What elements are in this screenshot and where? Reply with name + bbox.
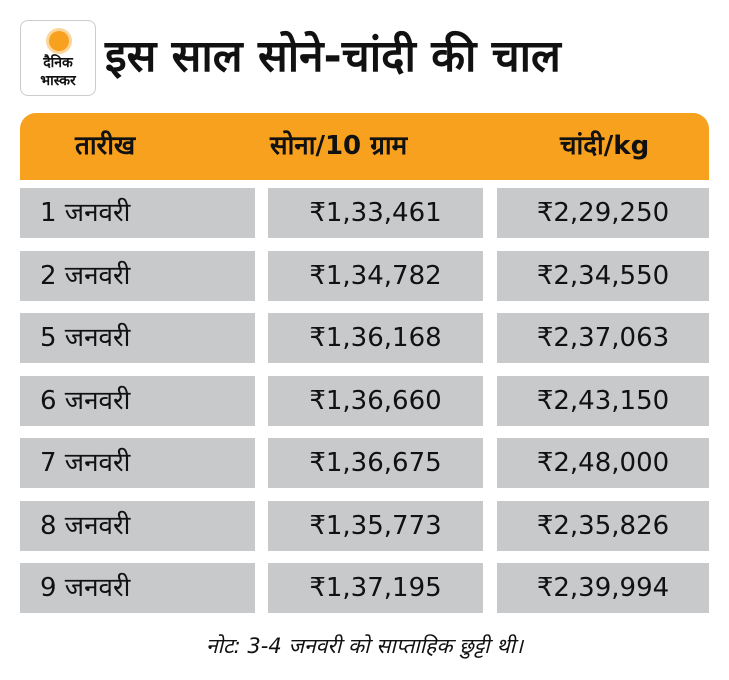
table-cell-silver: ₹2,34,550 (497, 250, 709, 301)
table-cell-gold: ₹1,37,195 (268, 563, 483, 613)
table-cell-silver: ₹2,35,826 (497, 500, 709, 551)
logo-text-line1: दैनिक (43, 55, 73, 71)
table-header: तारीख सोना/10 ग्राम चांदी/kg (20, 113, 709, 180)
table-cell-silver: ₹2,37,063 (497, 313, 709, 363)
page-title: इस साल सोने-चांदी की चाल (105, 31, 561, 82)
table-cell-silver: ₹2,43,150 (497, 375, 709, 426)
sun-icon (49, 31, 69, 51)
table-cell-date: 7 जनवरी (20, 438, 255, 488)
dainik-bhaskar-logo: दैनिक भास्कर (20, 20, 96, 96)
header-gold: सोना/10 ग्राम (270, 131, 408, 161)
logo-text-line2: भास्कर (40, 73, 76, 89)
table-cell-gold: ₹1,36,168 (268, 313, 483, 363)
table-cell-silver: ₹2,29,250 (497, 188, 709, 238)
table-cell-gold: ₹1,36,675 (268, 438, 483, 488)
table-cell-gold: ₹1,35,773 (268, 500, 483, 551)
table-cell-date: 5 जनवरी (20, 313, 255, 363)
table-cell-date: 9 जनवरी (20, 563, 255, 613)
table-cell-date: 6 जनवरी (20, 375, 255, 426)
table-cell-gold: ₹1,36,660 (268, 375, 483, 426)
table-cell-silver: ₹2,39,994 (497, 563, 709, 613)
footnote: नोट: 3-4 जनवरी को साप्ताहिक छुट्टी थी। (205, 634, 524, 658)
table-cell-gold: ₹1,33,461 (268, 188, 483, 238)
header-silver: चांदी/kg (560, 131, 650, 161)
table-cell-date: 8 जनवरी (20, 500, 255, 551)
table-cell-date: 1 जनवरी (20, 188, 255, 238)
header-date: तारीख (75, 131, 136, 161)
table-cell-gold: ₹1,34,782 (268, 250, 483, 301)
table-cell-date: 2 जनवरी (20, 250, 255, 301)
table-cell-silver: ₹2,48,000 (497, 438, 709, 488)
